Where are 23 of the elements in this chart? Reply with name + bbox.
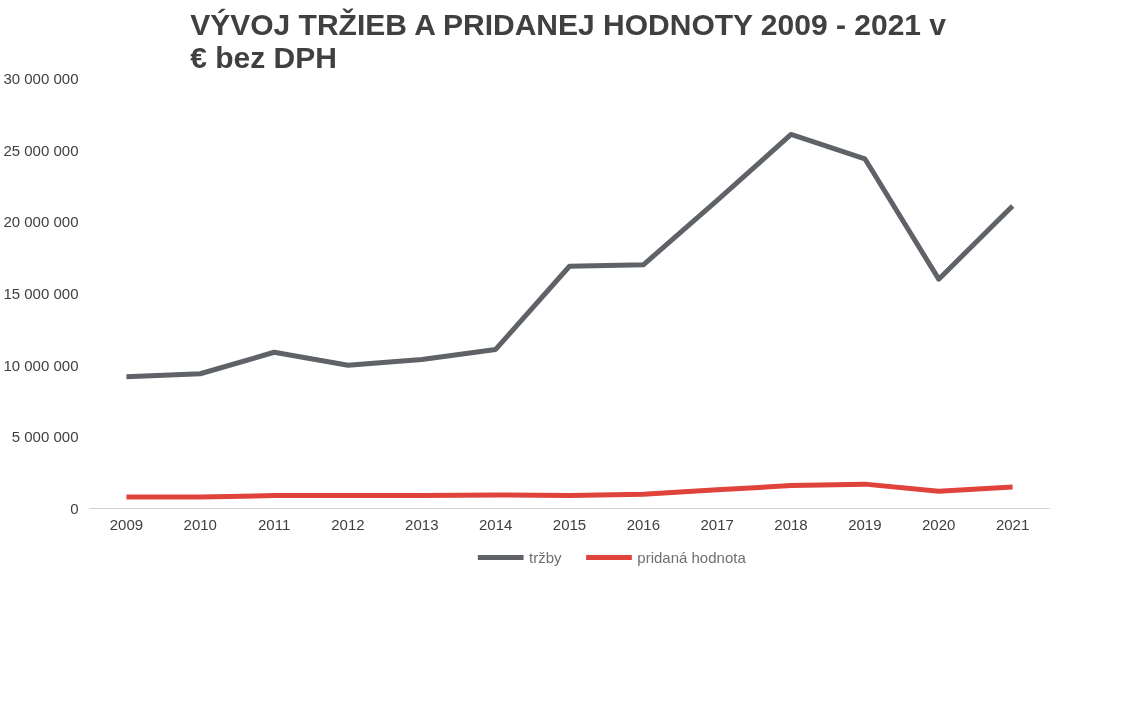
y-tick-label: 20 000 000: [3, 213, 79, 231]
x-tick-label: 2021: [995, 515, 1030, 533]
chart-title: VÝVOJ TRŽIEB A PRIDANEJ HODNOTY 2009 - 2021 v € bez DPH: [190, 7, 947, 74]
x-tick-label: 2013: [405, 515, 439, 533]
x-tick-label: 2018: [774, 515, 808, 533]
y-tick-label: 25 000 000: [3, 141, 79, 159]
x-tick-label: 2009: [109, 515, 144, 533]
x-tick-label: 2017: [700, 515, 734, 533]
x-tick-label: 2010: [183, 515, 217, 533]
x-tick-label: 2020: [922, 515, 956, 533]
x-tick-label: 2015: [552, 515, 587, 533]
y-tick-label: 0: [70, 500, 79, 517]
y-tick-label: 10 000 000: [3, 356, 79, 374]
legend-label: tržby: [529, 549, 563, 566]
x-tick-label: 2014: [478, 515, 513, 533]
legend-label: pridaná hodnota: [637, 549, 747, 566]
x-tick-label: 2011: [257, 515, 291, 533]
y-tick-label: 15 000 000: [3, 285, 79, 302]
y-tick-label: 30 000 000: [3, 70, 79, 87]
x-tick-label: 2019: [848, 515, 882, 533]
x-tick-label: 2016: [626, 515, 661, 533]
x-tick-label: 2012: [331, 515, 365, 533]
y-tick-label: 5 000 000: [11, 428, 79, 446]
